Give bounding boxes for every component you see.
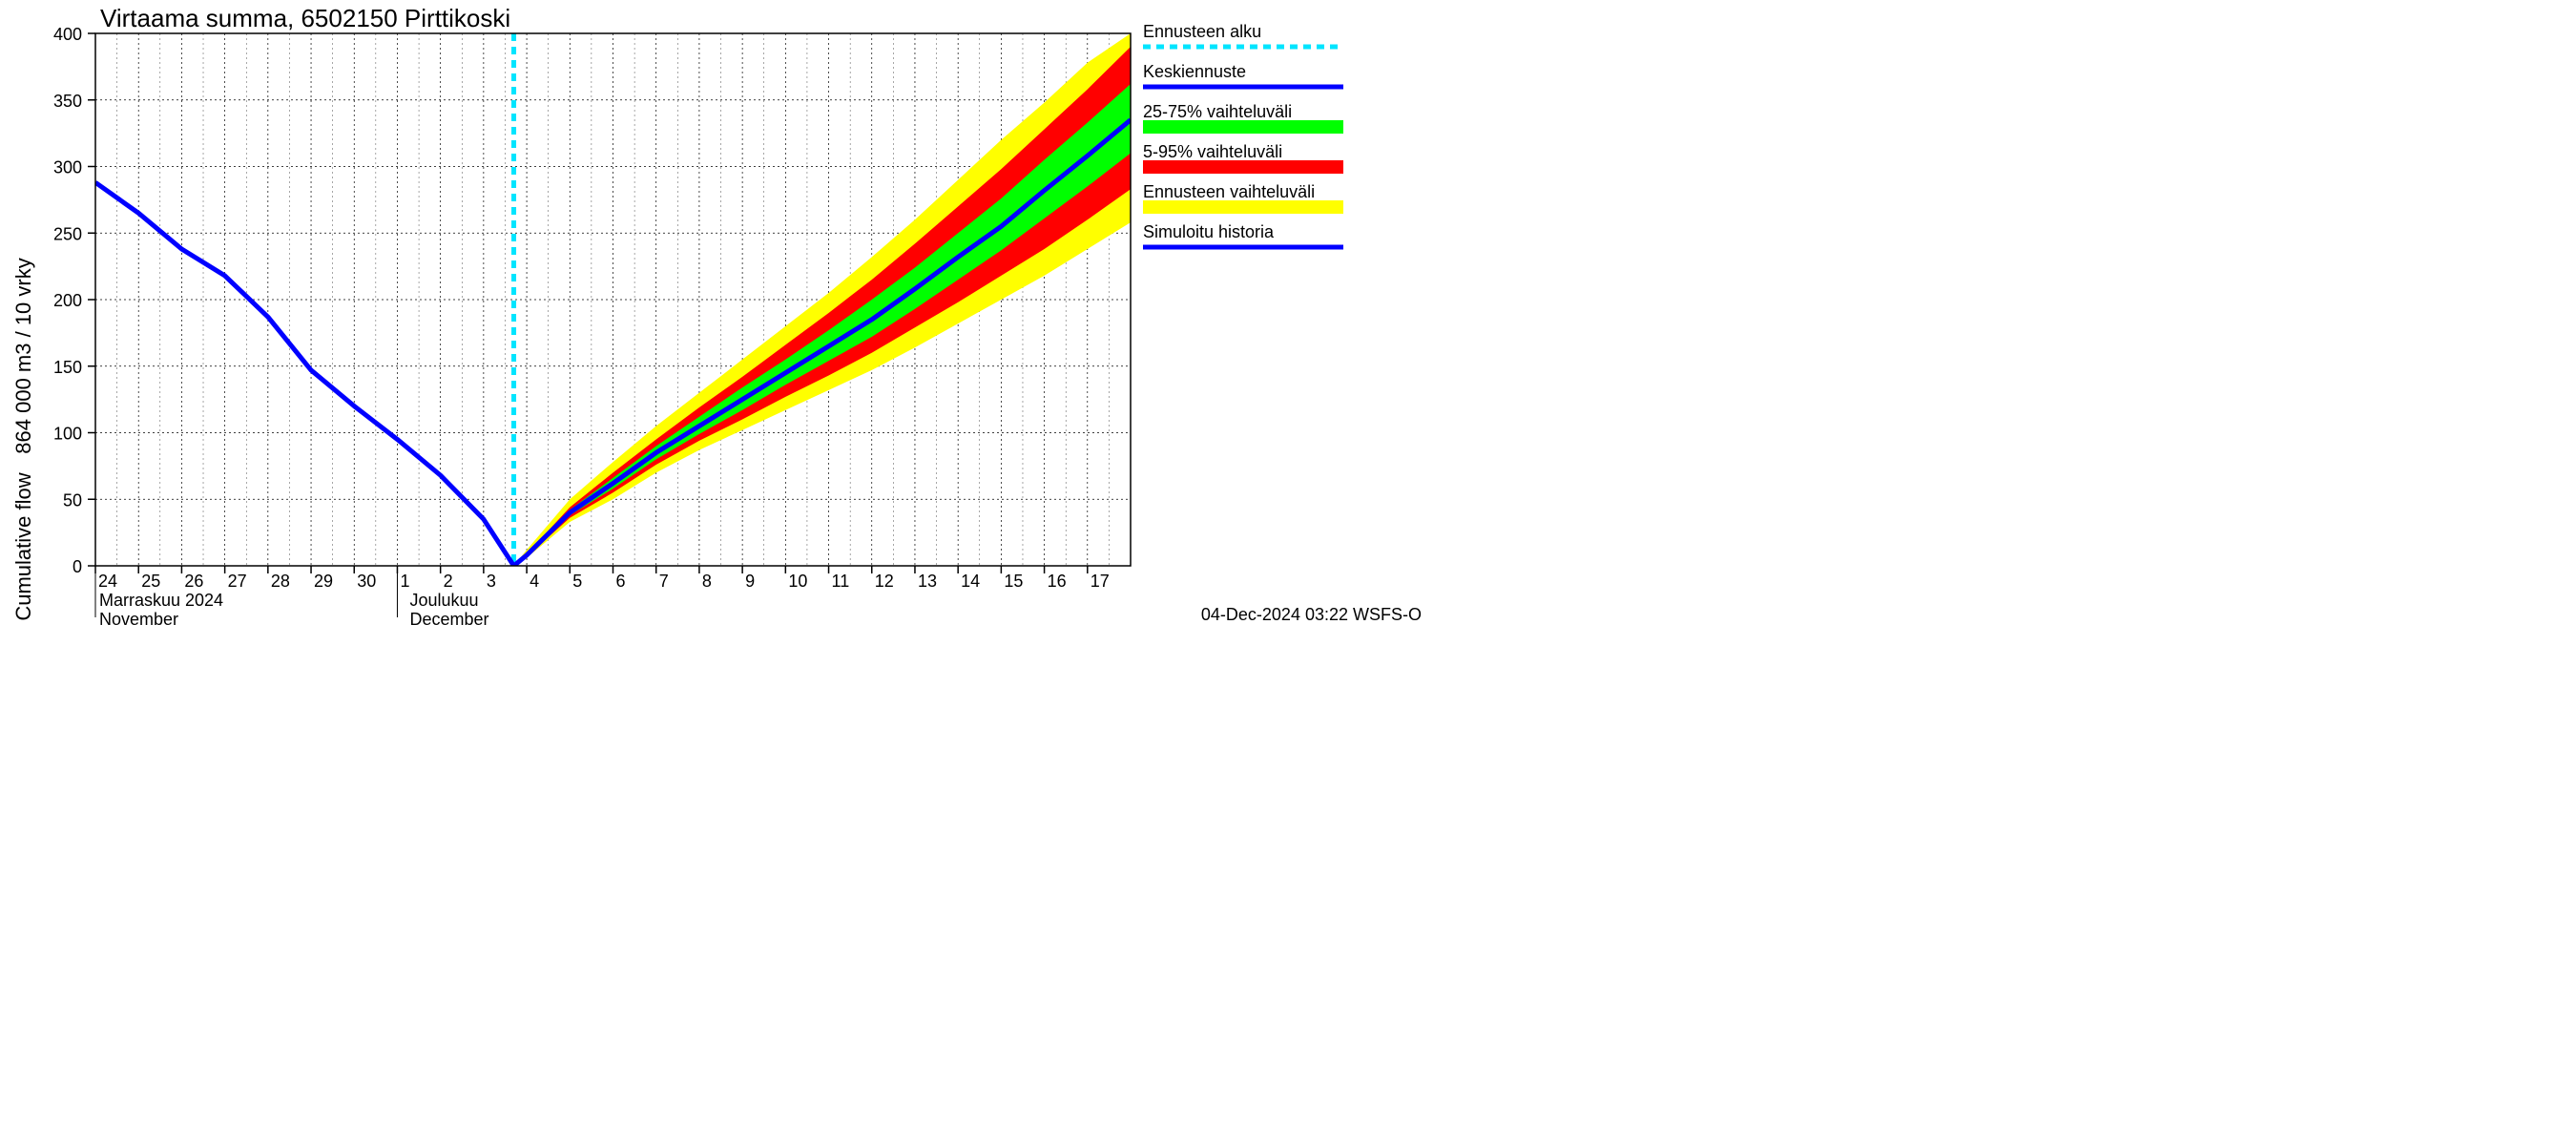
y-tick-label: 0	[73, 557, 82, 576]
y-axis-label: Cumulative flow864 000 m3 / 10 vrky	[11, 258, 35, 620]
footer-timestamp: 04-Dec-2024 03:22 WSFS-O	[1201, 605, 1422, 624]
x-tick-label: 15	[1004, 572, 1023, 591]
y-tick-label: 100	[53, 425, 82, 444]
x-tick-label: 3	[487, 572, 496, 591]
y-tick-label: 250	[53, 224, 82, 243]
x-tick-label: 9	[745, 572, 755, 591]
x-tick-label: 27	[228, 572, 247, 591]
x-tick-label: 14	[961, 572, 980, 591]
month-label: November	[99, 610, 178, 629]
legend: Ennusteen alku Keskiennuste 25-75% vaihtel…	[1143, 22, 1343, 247]
y-tick-label: 50	[63, 490, 82, 510]
chart-title: Virtaama summa, 6502150 Pirttikoski	[100, 4, 510, 32]
legend-label: Keskiennuste	[1143, 62, 1246, 81]
x-tick-label: 13	[918, 572, 937, 591]
legend-label: Ennusteen vaihteluväli	[1143, 182, 1315, 201]
x-tick-label: 2	[444, 572, 453, 591]
plot-area: 0501001502002503003504002425262728293012…	[53, 25, 1131, 629]
x-tick-label: 16	[1048, 572, 1067, 591]
x-tick-label: 6	[616, 572, 626, 591]
flow-chart: Virtaama summa, 6502150 Pirttikoski 0 50 1…	[0, 0, 1431, 636]
legend-label: 5-95% vaihteluväli	[1143, 142, 1282, 161]
month-label: Joulukuu	[410, 591, 479, 610]
x-tick-label: 25	[141, 572, 160, 591]
x-tick-label: 10	[788, 572, 807, 591]
x-tick-label: 29	[314, 572, 333, 591]
y-tick-label: 300	[53, 158, 82, 177]
legend-label: 25-75% vaihteluväli	[1143, 102, 1292, 121]
x-tick-label: 11	[832, 572, 850, 591]
y-tick-label: 350	[53, 92, 82, 111]
y-tick-label: 200	[53, 291, 82, 310]
x-tick-label: 30	[357, 572, 376, 591]
y-tick-label: 150	[53, 358, 82, 377]
x-tick-label: 7	[659, 572, 669, 591]
chart-container: Virtaama summa, 6502150 Pirttikoski 0 50 1…	[0, 0, 1431, 636]
x-tick-label: 26	[184, 572, 203, 591]
x-tick-label: 24	[98, 572, 117, 591]
x-tick-label: 17	[1091, 572, 1110, 591]
x-tick-label: 5	[572, 572, 582, 591]
x-tick-label: 4	[530, 572, 539, 591]
x-tick-label: 12	[875, 572, 894, 591]
x-tick-label: 8	[702, 572, 712, 591]
month-label: Marraskuu 2024	[99, 591, 223, 610]
legend-label: Simuloitu historia	[1143, 222, 1275, 241]
legend-label: Ennusteen alku	[1143, 22, 1261, 41]
x-tick-label: 28	[271, 572, 290, 591]
month-label: December	[410, 610, 489, 629]
x-tick-label: 1	[400, 572, 409, 591]
y-tick-label: 400	[53, 25, 82, 44]
